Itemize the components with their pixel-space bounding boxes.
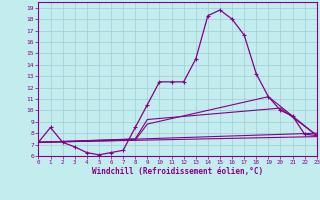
X-axis label: Windchill (Refroidissement éolien,°C): Windchill (Refroidissement éolien,°C) — [92, 167, 263, 176]
